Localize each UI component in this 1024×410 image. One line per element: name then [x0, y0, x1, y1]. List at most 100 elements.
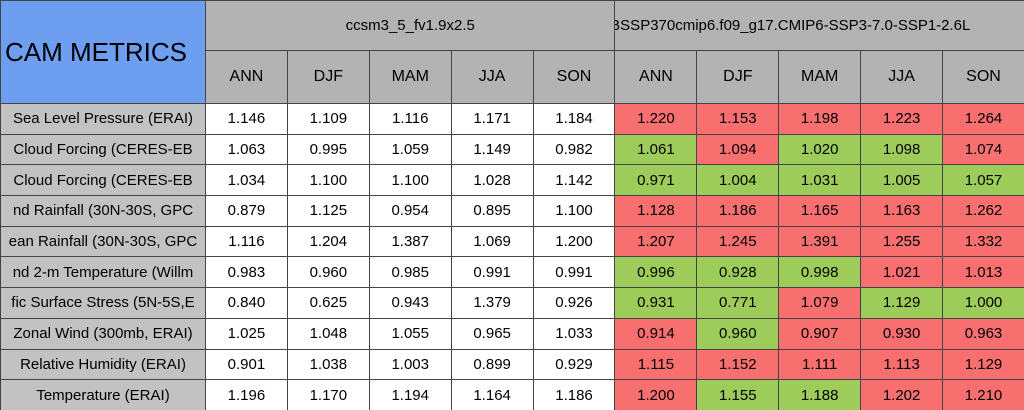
- metric-cell: 1.063: [205, 133, 288, 166]
- metric-cell: 0.998: [778, 256, 862, 289]
- metric-cell: 1.074: [942, 133, 1024, 166]
- data-row: ean Rainfall (30N-30S, GPC 1.116 1.204 1.38…: [0, 225, 1024, 258]
- metric-cell: 1.152: [696, 348, 780, 381]
- metric-cell: 1.220: [614, 103, 698, 135]
- metric-cell: 1.116: [205, 225, 288, 258]
- metric-cell: 1.069: [450, 225, 534, 258]
- metric-cell: 0.954: [368, 195, 452, 227]
- metric-cell: 1.116: [368, 103, 452, 135]
- metric-cell: 1.109: [286, 103, 370, 135]
- row-label: Sea Level Pressure (ERAI): [0, 103, 206, 135]
- season-header: MAM: [368, 50, 452, 104]
- metric-cell: 1.391: [778, 225, 862, 258]
- metric-cell: 0.983: [205, 256, 288, 289]
- metric-cell: 1.186: [532, 379, 616, 410]
- metric-cell: 1.387: [368, 225, 452, 258]
- metric-cell: 1.100: [368, 164, 452, 197]
- data-row: Temperature (ERAI) 1.196 1.170 1.194 1.164 1.…: [0, 379, 1024, 410]
- season-header: ANN: [614, 50, 698, 104]
- metric-cell: 1.163: [860, 195, 944, 227]
- metric-cell: 1.098: [860, 133, 944, 166]
- row-label: nd 2-m Temperature (Willm: [0, 256, 206, 289]
- season-header: SON: [532, 50, 616, 104]
- row-label: ean Rainfall (30N-30S, GPC: [0, 225, 206, 258]
- metric-cell: 0.840: [205, 287, 288, 319]
- metric-cell: 1.061: [614, 133, 698, 166]
- metric-cell: 1.100: [286, 164, 370, 197]
- metric-cell: 1.021: [860, 256, 944, 289]
- metric-cell: 0.907: [778, 317, 862, 350]
- metric-cell: 1.204: [286, 225, 370, 258]
- season-header: MAM: [778, 50, 862, 104]
- metric-cell: 1.155: [696, 379, 780, 410]
- metric-cell: 1.025: [205, 317, 288, 350]
- metric-cell: 1.196: [205, 379, 288, 410]
- metric-cell: 1.245: [696, 225, 780, 258]
- metric-cell: 0.965: [450, 317, 534, 350]
- metric-cell: 1.034: [205, 164, 288, 197]
- row-label: Relative Humidity (ERAI): [0, 348, 206, 381]
- metric-cell: 0.943: [368, 287, 452, 319]
- metric-cell: 1.059: [368, 133, 452, 166]
- metric-cell: 0.982: [532, 133, 616, 166]
- metric-cell: 1.164: [450, 379, 534, 410]
- metric-cell: 1.129: [942, 348, 1024, 381]
- row-label: Temperature (ERAI): [0, 379, 206, 410]
- metric-cell: 0.963: [942, 317, 1024, 350]
- metric-cell: 1.264: [942, 103, 1024, 135]
- metric-cell: 0.996: [614, 256, 698, 289]
- metric-cell: 0.995: [286, 133, 370, 166]
- row-label: fic Surface Stress (5N-5S,E: [0, 287, 206, 319]
- metric-cell: 0.971: [614, 164, 698, 197]
- metric-cell: 1.149: [450, 133, 534, 166]
- metric-cell: 1.020: [778, 133, 862, 166]
- metric-cell: 0.914: [614, 317, 698, 350]
- metric-cell: 1.142: [532, 164, 616, 197]
- metric-cell: 0.899: [450, 348, 534, 381]
- metric-cell: 0.991: [532, 256, 616, 289]
- metric-cell: 0.926: [532, 287, 616, 319]
- metric-cell: 1.111: [778, 348, 862, 381]
- season-header: SON: [942, 50, 1024, 104]
- metric-cell: 0.928: [696, 256, 780, 289]
- metric-cell: 0.985: [368, 256, 452, 289]
- metric-cell: 1.005: [860, 164, 944, 197]
- metric-cell: 1.186: [696, 195, 780, 227]
- metric-cell: 0.929: [532, 348, 616, 381]
- table-title: CAM METRICS: [0, 0, 206, 104]
- data-row: nd Rainfall (30N-30S, GPC 0.879 1.125 0.954…: [0, 195, 1024, 227]
- metric-cell: 1.188: [778, 379, 862, 410]
- data-row: Relative Humidity (ERAI) 0.901 1.038 1.003 0…: [0, 348, 1024, 381]
- metric-cell: 0.931: [614, 287, 698, 319]
- season-header: DJF: [286, 50, 370, 104]
- case-header: ccsm3_5_fv1.9x2.5: [204, 0, 616, 51]
- metric-cell: 1.004: [696, 164, 780, 197]
- season-header: JJA: [860, 50, 944, 104]
- metric-cell: 1.207: [614, 225, 698, 258]
- case-name: b.e21.BSSP370cmip6.f09_g17.CMIP6-SSP3-7.…: [614, 17, 971, 34]
- season-header: JJA: [450, 50, 534, 104]
- data-row: Zonal Wind (300mb, ERAI) 1.025 1.048 1.055 0…: [0, 317, 1024, 350]
- metric-cell: 1.031: [778, 164, 862, 197]
- metric-cell: 1.170: [286, 379, 370, 410]
- metric-cell: 0.625: [286, 287, 370, 319]
- case-header: b.e21.BSSP370cmip6.f09_g17.CMIP6-SSP3-7.…: [614, 0, 1024, 51]
- row-label: Cloud Forcing (CERES-EB: [0, 164, 206, 197]
- metric-cell: 1.146: [205, 103, 288, 135]
- data-row: Cloud Forcing (CERES-EB 1.063 0.995 1.059 1.…: [0, 133, 1024, 166]
- season-header: ANN: [205, 50, 288, 104]
- season-row: ANN DJF MAM JJA SON ANN DJF MAM JJA SON: [1, 50, 1024, 104]
- metric-cell: 1.028: [450, 164, 534, 197]
- metric-cell: 1.223: [860, 103, 944, 135]
- metric-cell: 1.094: [696, 133, 780, 166]
- metric-cell: 1.048: [286, 317, 370, 350]
- data-row: nd 2-m Temperature (Willm 0.983 0.960 0.985…: [0, 256, 1024, 289]
- metric-cell: 1.125: [286, 195, 370, 227]
- metric-cell: 1.033: [532, 317, 616, 350]
- metric-cell: 1.057: [942, 164, 1024, 197]
- metric-cell: 0.771: [696, 287, 780, 319]
- metric-cell: 1.129: [860, 287, 944, 319]
- metric-cell: 1.079: [778, 287, 862, 319]
